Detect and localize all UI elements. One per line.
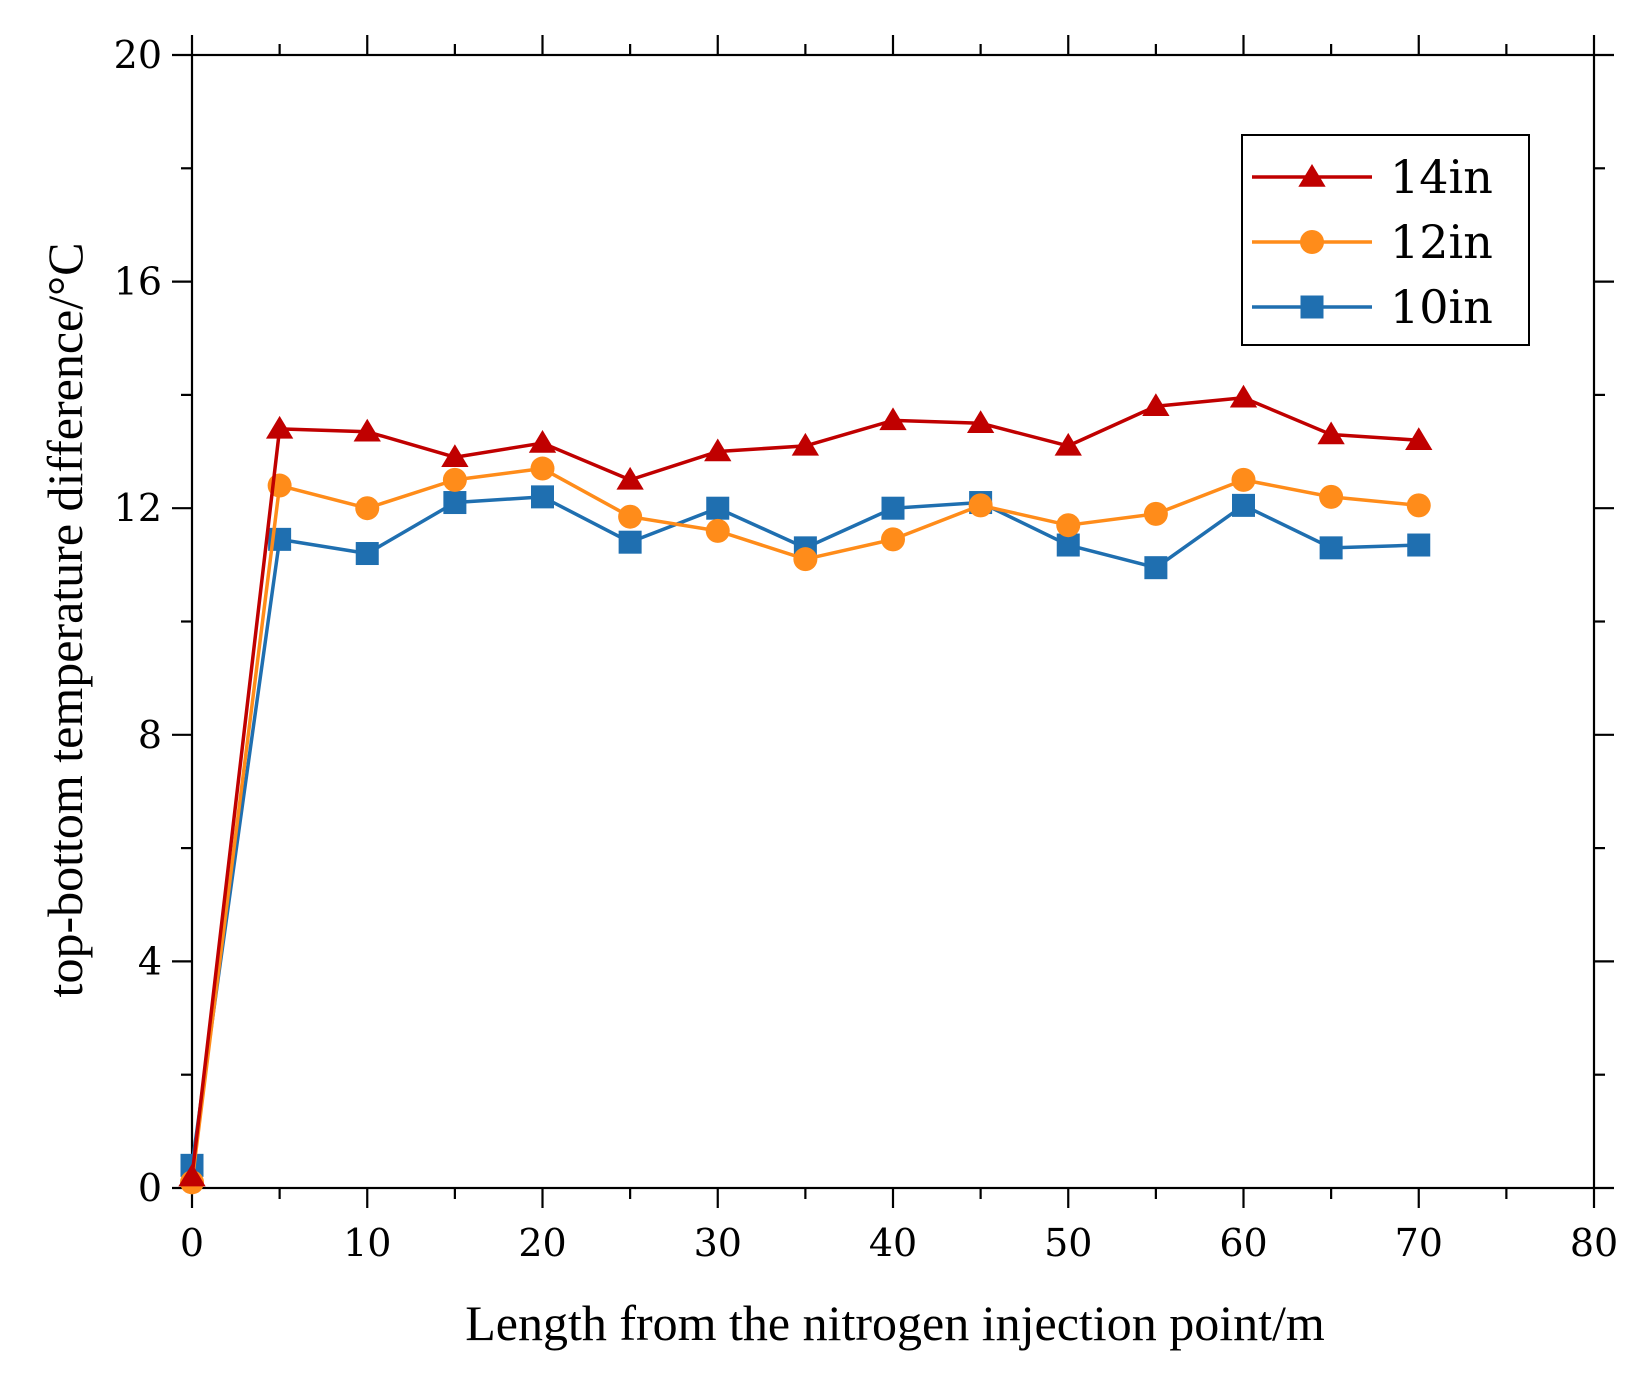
data-point-12in: [531, 457, 555, 481]
legend-label: 12in: [1390, 215, 1493, 269]
data-point-10in: [531, 485, 554, 508]
x-tick-label: 60: [1219, 1221, 1267, 1265]
data-point-12in: [1319, 485, 1343, 509]
data-point-12in: [793, 547, 817, 571]
y-tick-label: 8: [138, 713, 162, 757]
data-point-10in: [1320, 536, 1343, 559]
series-line-10in: [192, 497, 1419, 1165]
data-point-12in: [1232, 468, 1256, 492]
x-tick-label: 30: [694, 1221, 742, 1265]
x-tick-label: 0: [180, 1221, 204, 1265]
y-tick-label: 20: [114, 33, 162, 77]
y-tick-label: 12: [114, 486, 162, 530]
data-point-10in: [356, 542, 379, 565]
y-tick-label: 16: [114, 260, 162, 304]
legend: 14in 12in 10in: [1242, 135, 1529, 345]
data-point-12in: [881, 527, 905, 551]
data-point-14in: [1317, 422, 1344, 445]
x-tick-label: 70: [1395, 1221, 1443, 1265]
data-point-12in: [443, 468, 467, 492]
data-point-12in: [969, 493, 993, 517]
data-point-14in: [529, 430, 556, 453]
legend-label: 14in: [1390, 150, 1493, 204]
y-axis-title: top-bottom temperature difference/°C: [37, 243, 93, 998]
y-tick-label: 0: [138, 1166, 162, 1210]
data-point-12in: [1056, 513, 1080, 537]
data-point-12in: [1144, 502, 1168, 526]
x-tick-label: 50: [1044, 1221, 1092, 1265]
line-chart: 0 10 20 30 40 50 60 70 80 0 4 8 12 16 20 Length from t…: [0, 0, 1647, 1381]
series-group: [178, 385, 1432, 1195]
x-tick-label: 10: [343, 1221, 391, 1265]
series-line-12in: [192, 469, 1419, 1183]
data-point-12in: [355, 496, 379, 520]
data-point-10in: [706, 497, 729, 520]
data-point-10in: [882, 497, 905, 520]
series-10in: [181, 485, 1431, 1176]
data-point-12in: [618, 505, 642, 529]
data-point-10in: [1407, 534, 1430, 557]
data-point-10in: [619, 531, 642, 554]
data-point-14in: [879, 407, 906, 430]
data-point-14in: [1230, 385, 1257, 408]
x-tick-label: 20: [518, 1221, 566, 1265]
data-point-14in: [266, 416, 293, 439]
data-point-10in: [1144, 556, 1167, 579]
legend-marker-12in: [1300, 230, 1324, 254]
x-tick-label: 40: [869, 1221, 917, 1265]
legend-marker-10in: [1301, 296, 1324, 319]
series-12in: [180, 457, 1431, 1195]
x-axis-title: Length from the nitrogen injection point…: [465, 1295, 1325, 1351]
legend-label: 10in: [1390, 280, 1493, 334]
data-point-10in: [443, 491, 466, 514]
data-point-12in: [706, 519, 730, 543]
x-tick-label: 80: [1570, 1221, 1618, 1265]
y-tick-label: 4: [138, 939, 162, 983]
data-point-10in: [1232, 494, 1255, 517]
data-point-12in: [1407, 493, 1431, 517]
